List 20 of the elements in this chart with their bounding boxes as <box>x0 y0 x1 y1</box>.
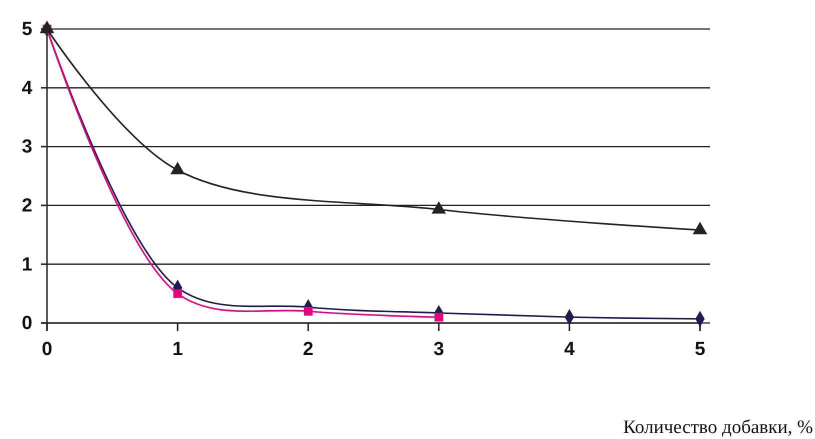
point <box>40 20 54 34</box>
y-tick-label: 4 <box>22 78 33 99</box>
point <box>434 312 444 322</box>
x-tick-label: 2 <box>302 338 314 360</box>
point <box>432 201 446 214</box>
point <box>173 289 182 298</box>
y-tick-label: 0 <box>22 313 32 334</box>
x-tick-label: 4 <box>564 338 576 360</box>
x-tick-label: 1 <box>172 338 184 360</box>
x-tick-label: 3 <box>434 338 444 360</box>
y-tick-label: 2 <box>22 195 32 216</box>
y-tick-label: 1 <box>22 254 33 276</box>
point <box>304 306 313 316</box>
y-tick-label: 5 <box>22 19 33 40</box>
x-tick-label: 0 <box>42 338 52 360</box>
point <box>692 222 708 234</box>
y-tick-label: 3 <box>22 136 32 158</box>
x-axis-title: Количество добавки, % <box>623 417 814 438</box>
x-tick-label: 5 <box>694 338 706 360</box>
point <box>170 162 185 174</box>
